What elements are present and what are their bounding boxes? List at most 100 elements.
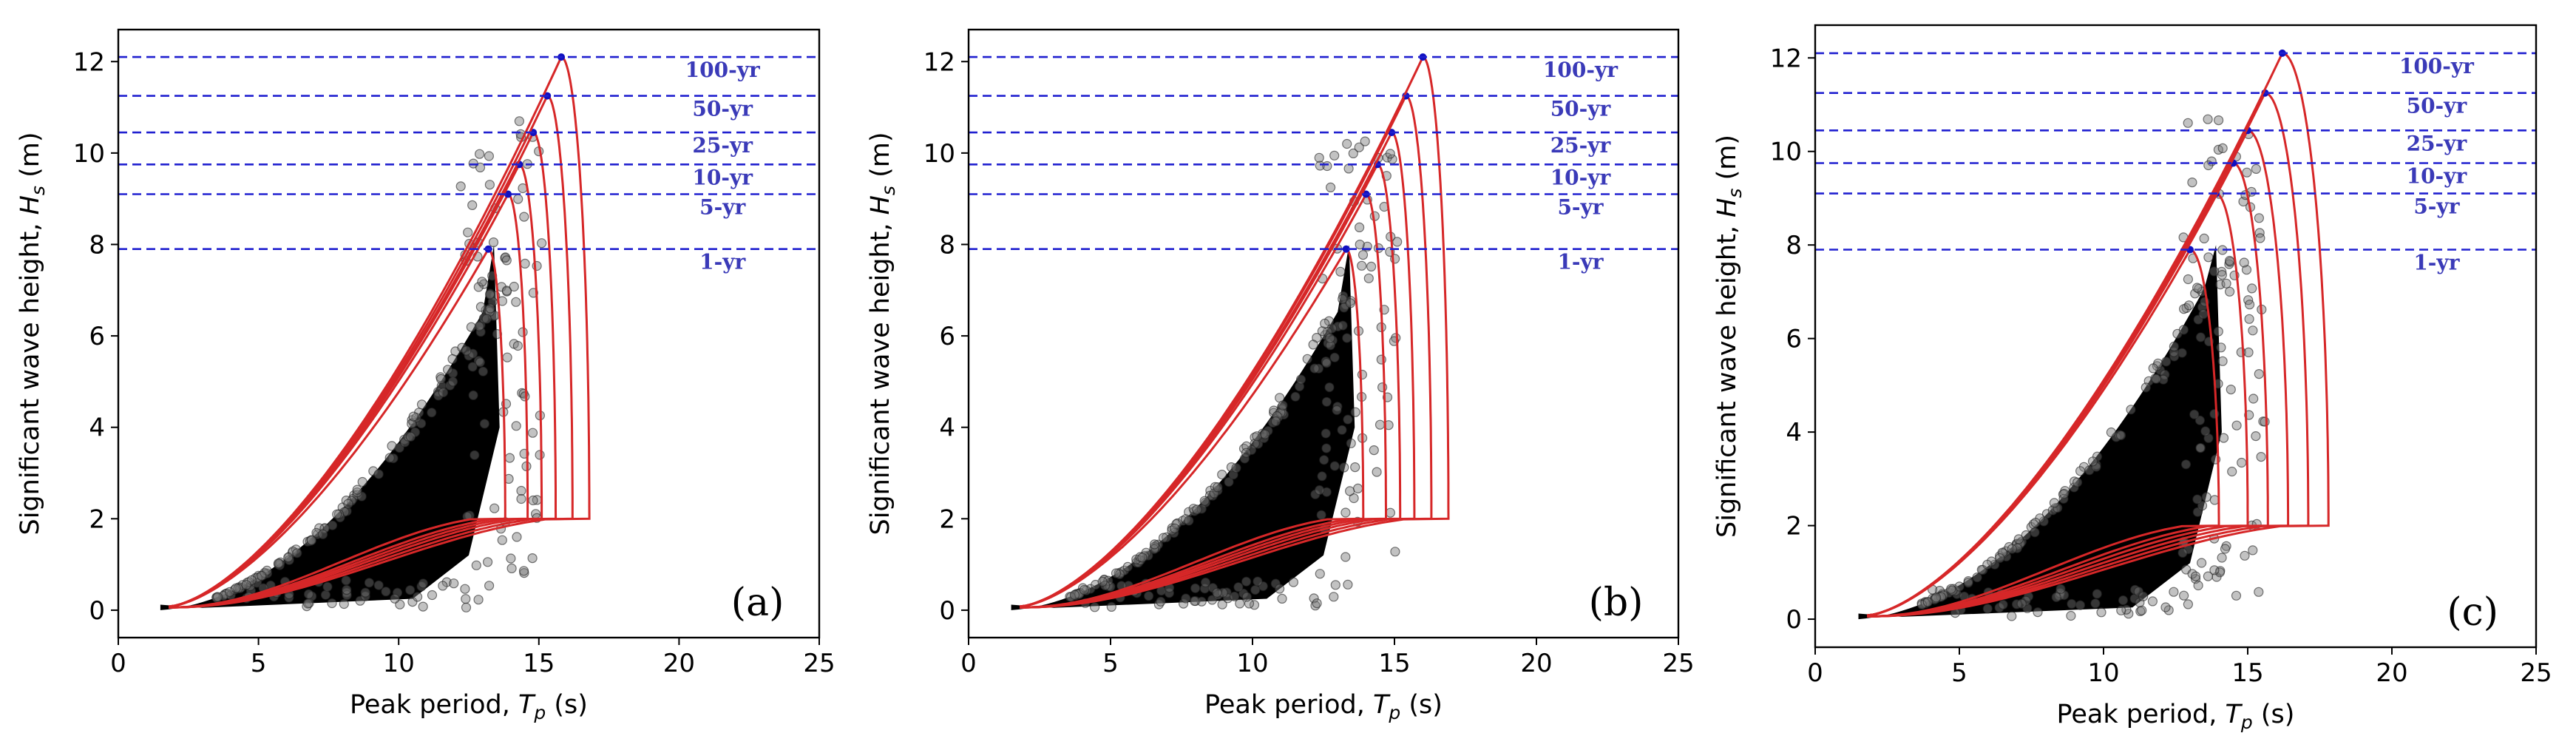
- scatter-point: [2096, 607, 2106, 618]
- scatter-point: [2138, 591, 2149, 601]
- plot-area: [160, 53, 591, 612]
- scatter-point: [485, 289, 495, 300]
- contour-1-yr: [1019, 248, 1365, 609]
- scatter-point: [2220, 544, 2231, 554]
- axes-frame: [117, 28, 821, 639]
- scatter-point: [2047, 505, 2058, 516]
- scatter-point: [418, 601, 428, 612]
- contour-1-yr: [169, 248, 506, 609]
- scatter-point: [460, 584, 470, 594]
- y-tick-label: 10: [73, 139, 105, 169]
- scatter-point: [343, 499, 353, 509]
- scatter-point: [327, 598, 337, 609]
- scatter-point: [292, 548, 302, 558]
- scatter-point: [2197, 558, 2207, 568]
- y-tick-label: 10: [1770, 138, 1802, 167]
- y-tick-label: 4: [939, 413, 955, 443]
- scatter-point: [2216, 342, 2226, 353]
- scatter-point: [2016, 598, 2027, 609]
- scatter-point: [2248, 545, 2258, 556]
- scatter-point: [352, 484, 362, 495]
- scatter-point: [1332, 405, 1342, 416]
- scatter-point: [2059, 488, 2070, 499]
- scatter-point: [1278, 400, 1288, 411]
- return-label-10-yr: 10-yr: [2407, 164, 2468, 189]
- scatter-point: [1330, 580, 1340, 590]
- contour-1-yr: [1867, 248, 2220, 618]
- y-axis-title: Significant wave height, Hs (m): [866, 132, 899, 536]
- scatter-point: [1343, 414, 1353, 425]
- scatter-points: [160, 116, 547, 612]
- x-tick-label: 20: [663, 649, 695, 678]
- scatter-point: [2199, 233, 2209, 243]
- scatter-point: [1224, 476, 1234, 487]
- scatter-point: [1337, 425, 1347, 435]
- scatter-point: [1390, 547, 1400, 557]
- scatter-point: [447, 354, 458, 364]
- scatter-point: [1342, 333, 1352, 343]
- scatter-point: [1998, 599, 2008, 610]
- scatter-point: [481, 314, 492, 324]
- scatter-point: [1270, 578, 1281, 589]
- scatter-point: [2092, 589, 2102, 599]
- scatter-point: [1178, 598, 1189, 609]
- scatter-point: [2217, 266, 2227, 277]
- scatter-point: [2183, 118, 2193, 128]
- scatter-point: [306, 536, 316, 546]
- scatter-point: [2177, 547, 2188, 558]
- scatter-point: [2192, 283, 2203, 293]
- scatter-point: [1290, 391, 1301, 402]
- scatter-point: [2244, 314, 2254, 324]
- contour-25-yr: [169, 131, 557, 609]
- scatter-point: [381, 587, 391, 597]
- scatter-point: [438, 581, 448, 591]
- scatter-point: [2148, 363, 2158, 374]
- scatter-point: [1229, 591, 1240, 601]
- return-label-1-yr: 1-yr: [2413, 251, 2460, 275]
- scatter-point: [1212, 587, 1222, 598]
- scatter-point: [2007, 544, 2017, 554]
- scatter-point: [488, 237, 499, 248]
- scatter-point: [518, 566, 529, 576]
- scatter-point: [1321, 358, 1332, 368]
- scatter-point: [2189, 409, 2200, 419]
- scatter-point: [2169, 341, 2179, 351]
- scatter-point: [478, 366, 489, 376]
- x-tick-label: 25: [803, 649, 835, 678]
- scatter-point: [1342, 138, 1352, 149]
- scatter-point: [1241, 448, 1252, 458]
- scatter-point: [497, 535, 507, 545]
- scatter-point: [360, 591, 370, 601]
- scatter-point: [2190, 571, 2201, 581]
- scatter-point: [412, 592, 423, 602]
- scatter-point: [470, 450, 480, 460]
- contour-5-yr: [169, 192, 529, 609]
- scatter-point: [1302, 354, 1312, 364]
- scatter-point: [273, 558, 284, 569]
- scatter-point: [2030, 517, 2041, 528]
- scatter-point: [318, 529, 328, 540]
- scatter-point: [468, 390, 478, 401]
- scatter-point: [1329, 592, 1339, 602]
- scatter-point: [352, 487, 362, 498]
- scatter-point: [2241, 265, 2252, 275]
- scatter-point: [2183, 274, 2193, 285]
- scatter-point: [2214, 567, 2225, 578]
- return-label-5-yr: 5-yr: [699, 195, 746, 220]
- scatter-point: [1188, 504, 1199, 514]
- scatter-point: [1997, 547, 2007, 558]
- scatter-point: [1181, 593, 1191, 604]
- scatter-point: [1354, 222, 1365, 232]
- scatter-point: [312, 529, 323, 539]
- scatter-point: [2248, 394, 2259, 404]
- scatter-point: [447, 376, 458, 387]
- scatter-point: [2247, 283, 2257, 294]
- scatter-point: [2179, 304, 2189, 314]
- y-axis-title: Significant wave height, Hs (m): [1712, 135, 1746, 538]
- scatter-point: [1270, 416, 1281, 427]
- scatter-point: [1217, 469, 1227, 480]
- scatter-point: [2200, 426, 2211, 436]
- scatter-point: [1325, 333, 1335, 343]
- scatter-point: [1366, 261, 1377, 271]
